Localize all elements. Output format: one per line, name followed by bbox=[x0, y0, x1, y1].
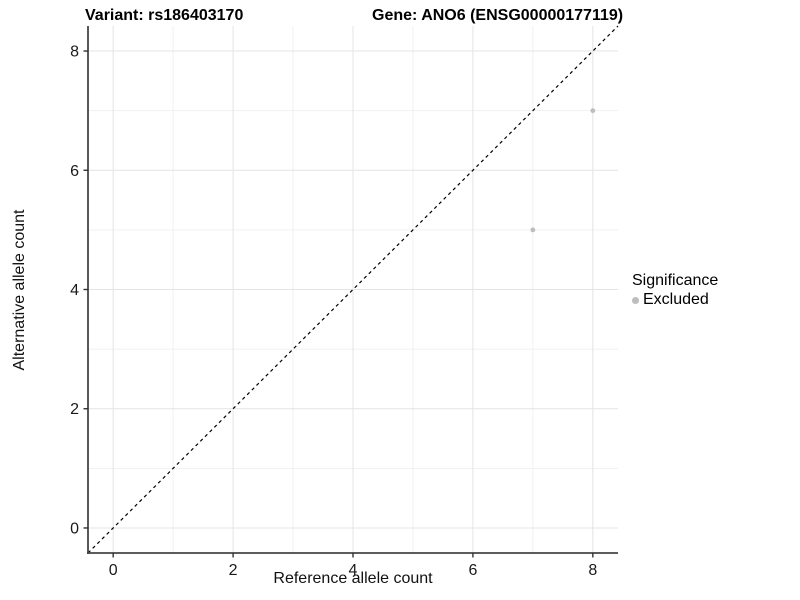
legend-title: Significance bbox=[632, 272, 719, 289]
excluded-point-icon bbox=[632, 296, 639, 304]
legend-item-excluded: Excluded bbox=[632, 291, 718, 309]
x-tick-label: 8 bbox=[588, 562, 597, 579]
y-axis-title: Alternative allele count bbox=[11, 209, 28, 371]
y-tick-label: 4 bbox=[70, 282, 79, 299]
x-tick-label: 2 bbox=[229, 562, 238, 579]
x-tick-label: 4 bbox=[349, 562, 358, 579]
data-point bbox=[590, 108, 596, 114]
data-point bbox=[530, 227, 536, 233]
y-tick-label: 6 bbox=[70, 163, 79, 180]
variant-title: Variant: rs186403170 bbox=[85, 7, 244, 24]
identity-dashed-line bbox=[87, 25, 619, 554]
x-tick-label: 6 bbox=[468, 562, 477, 579]
x-tick-label: 0 bbox=[109, 562, 118, 579]
y-tick-label: 8 bbox=[70, 44, 79, 61]
x-axis-title: Reference allele count bbox=[273, 570, 433, 587]
y-tick-label: 0 bbox=[70, 520, 79, 537]
gene-title: Gene: ANO6 (ENSG00000177119) bbox=[372, 7, 624, 24]
legend: Significance Excluded bbox=[632, 272, 718, 309]
legend-item-label: Excluded bbox=[643, 291, 709, 308]
y-tick-label: 2 bbox=[70, 401, 79, 418]
